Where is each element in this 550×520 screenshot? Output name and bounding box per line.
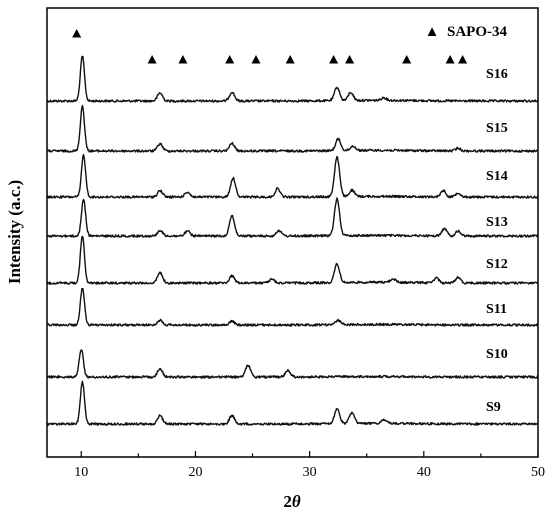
- sapo34-marker: [178, 55, 188, 64]
- series-label-s10: S10: [486, 347, 508, 362]
- series-line-s11: [46, 288, 539, 327]
- sapo34-marker: [72, 29, 82, 38]
- series-line-s9: [46, 380, 539, 426]
- sapo34-marker: [251, 55, 261, 64]
- x-tick-label: 40: [417, 465, 431, 480]
- series-line-s12: [46, 235, 539, 285]
- plot-frame: [46, 7, 539, 458]
- series-line-s10: [46, 349, 539, 379]
- series-label-s14: S14: [486, 169, 508, 184]
- series-line-s16: [46, 55, 539, 103]
- x-axis-ticks: 10 20 30 40 50: [74, 451, 545, 480]
- series-label-s15: S15: [486, 121, 508, 136]
- series-label-s9: S9: [486, 400, 501, 415]
- legend: ▲ SAPO-34: [425, 24, 508, 40]
- sapo34-marker: [458, 55, 468, 64]
- sapo34-marker: [345, 55, 355, 64]
- sapo34-markers: [72, 29, 468, 64]
- sapo34-marker: [225, 55, 235, 64]
- x-axis-title-number: 2: [283, 492, 292, 511]
- series-label-s16: S16: [486, 67, 508, 82]
- series-line-s13: [46, 197, 539, 238]
- x-axis-title-symbol: θ: [292, 492, 301, 511]
- series-label-s11: S11: [486, 302, 507, 317]
- x-tick-label: 50: [531, 465, 545, 480]
- y-axis-title: Intensity (a.c.): [5, 180, 24, 284]
- series-line-s15: [46, 105, 539, 153]
- series-label-s12: S12: [486, 257, 508, 272]
- sapo34-marker: [147, 55, 157, 64]
- sapo34-marker: [285, 55, 295, 64]
- x-axis-title: 2θ: [283, 492, 301, 511]
- legend-marker: ▲: [425, 24, 440, 40]
- sapo34-marker: [402, 55, 412, 64]
- series-label-s13: S13: [486, 215, 508, 230]
- legend-label: SAPO-34: [447, 24, 508, 40]
- sapo34-marker: [445, 55, 455, 64]
- x-tick-label: 10: [74, 465, 88, 480]
- series-labels: S16 S15 S14 S13 S12 S11 S10 S9: [486, 67, 508, 415]
- sapo34-marker: [329, 55, 339, 64]
- series-line-s14: [46, 153, 539, 199]
- x-tick-label: 30: [303, 465, 317, 480]
- x-tick-label: 20: [188, 465, 202, 480]
- series-traces: [46, 55, 539, 426]
